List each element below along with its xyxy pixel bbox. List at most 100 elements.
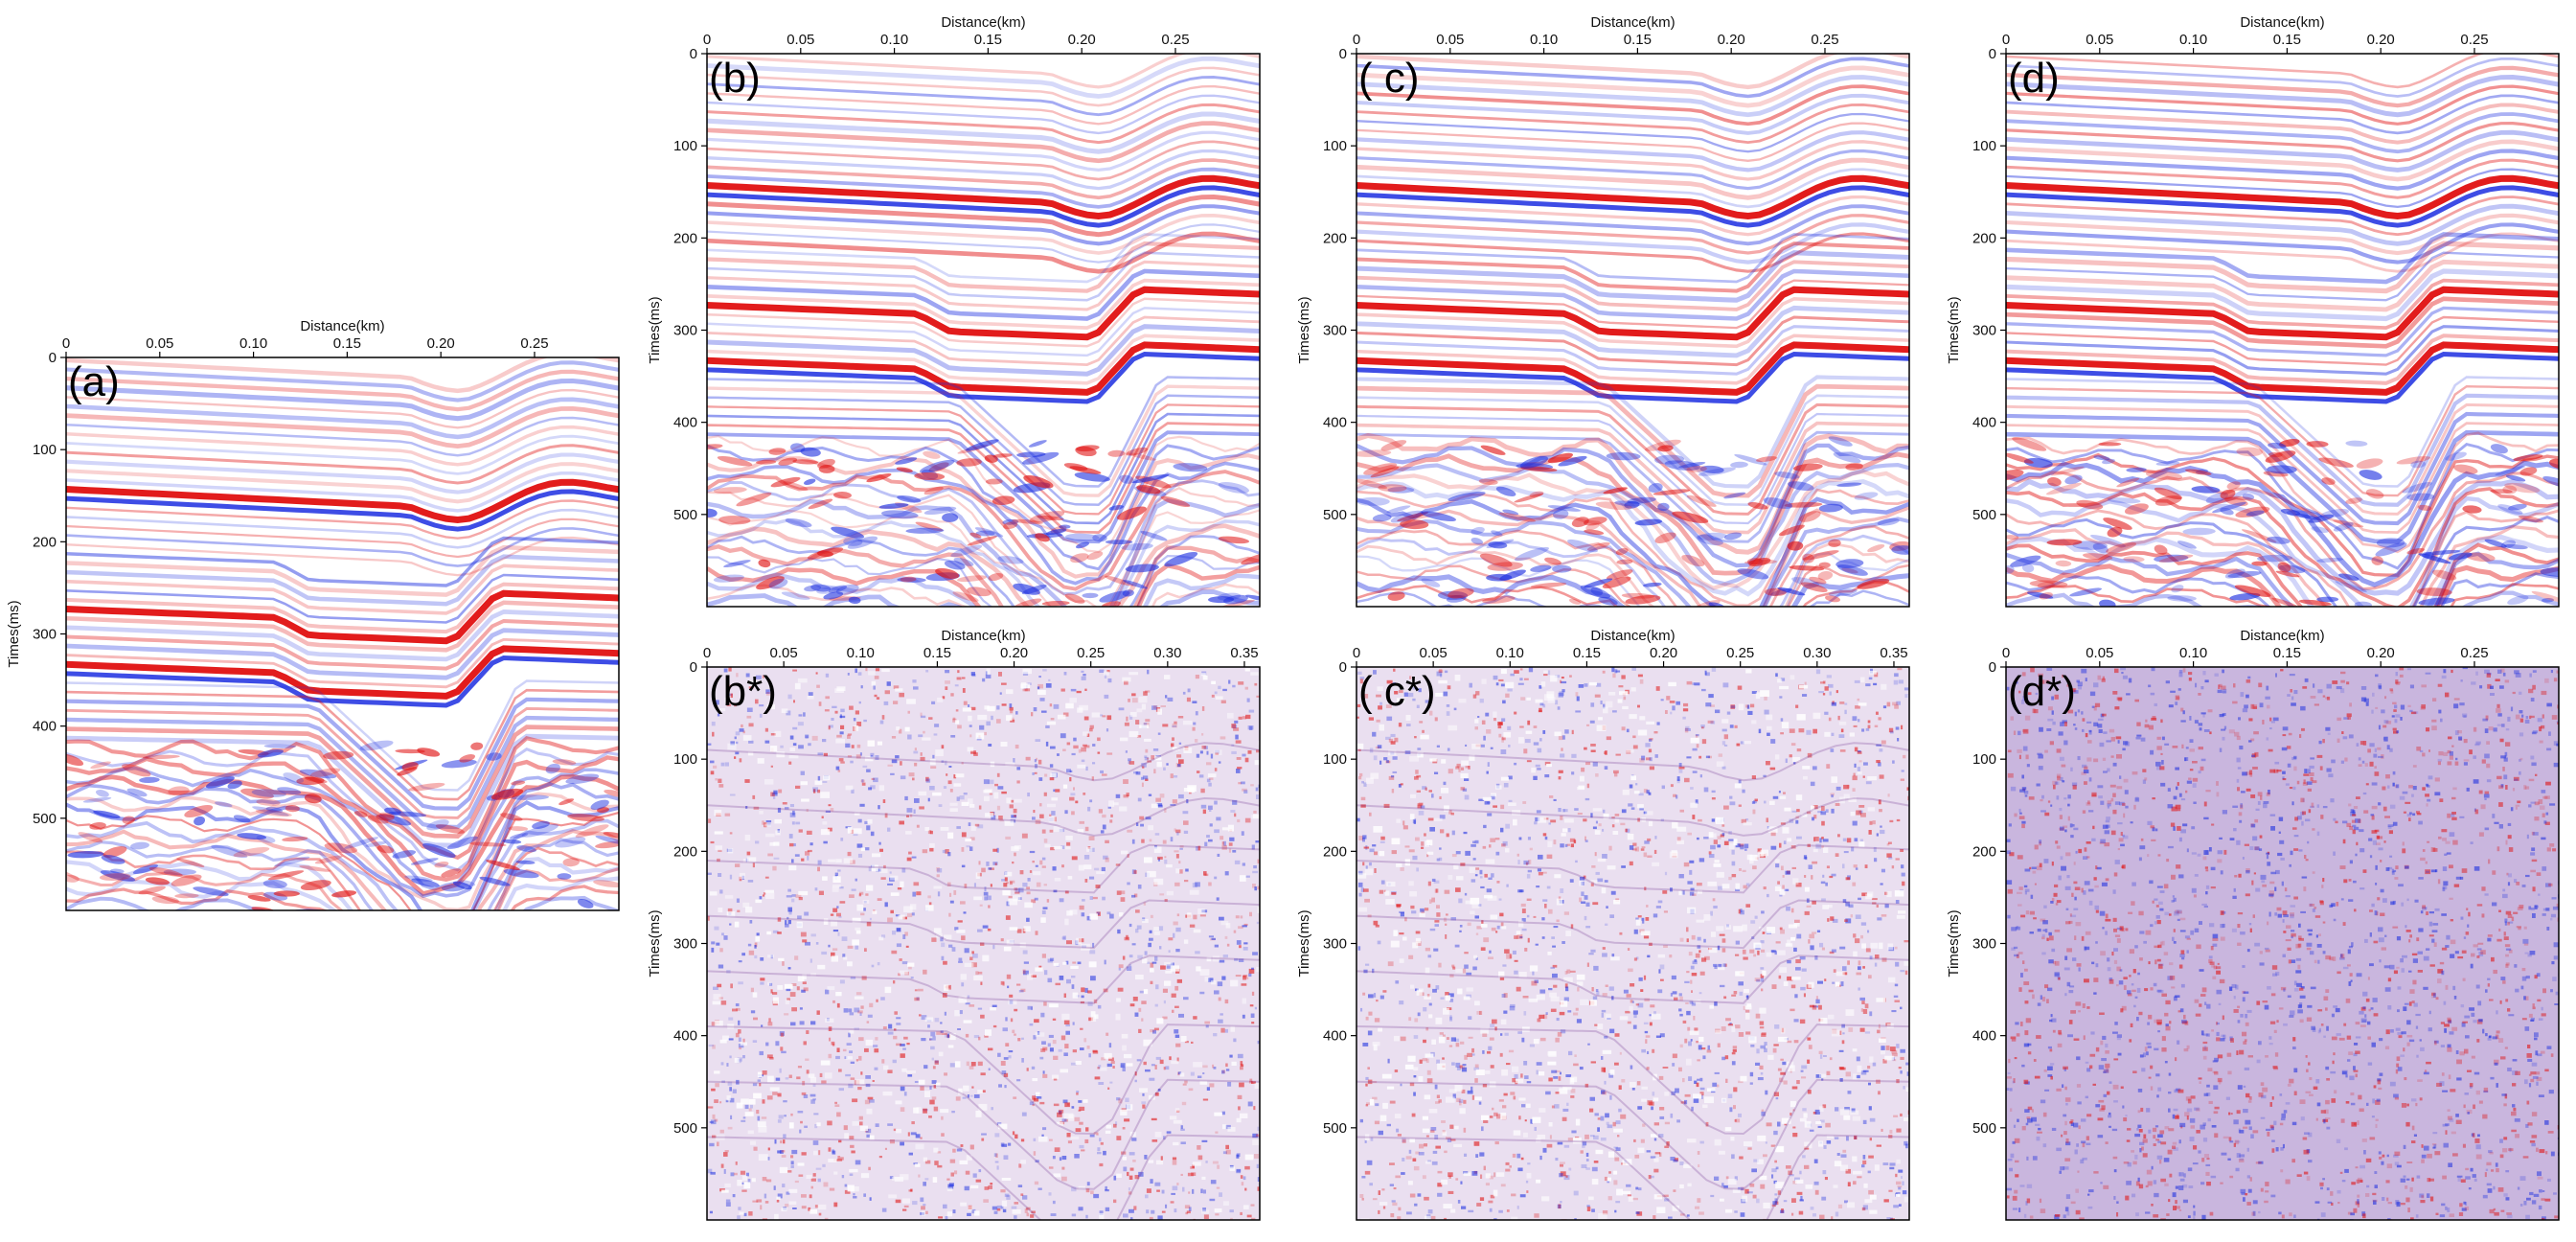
y-tick-label: 300 xyxy=(33,627,57,643)
y-tick-label: 0 xyxy=(1339,46,1347,62)
x-tick-label: 0.05 xyxy=(2086,645,2113,661)
y-tick-label: 100 xyxy=(673,751,697,768)
seismic-section-image xyxy=(707,54,1260,607)
y-tick-label: 400 xyxy=(673,1028,697,1045)
y-tick-label: 0 xyxy=(49,350,57,366)
y-tick-label: 100 xyxy=(1323,751,1347,768)
y-tick-label: 300 xyxy=(1972,936,1996,953)
x-axis-label: Distance(km) xyxy=(2240,14,2324,31)
x-tick-label: 0.15 xyxy=(2273,32,2301,48)
panel-a: 0 0.05 0.10 0.15 0.20 0.25 Distance(km) 0 100 200… xyxy=(6,318,620,911)
x-tick-label: 0.25 xyxy=(520,335,548,352)
x-tick-label: 0.20 xyxy=(1068,32,1096,48)
x-tick-label: 0.25 xyxy=(1811,32,1838,48)
x-tick-label: 0.15 xyxy=(1624,32,1652,48)
residual-noise-image xyxy=(2006,667,2559,1220)
x-tick-label: 0.25 xyxy=(2460,32,2488,48)
x-tick-label: 0 xyxy=(703,645,711,661)
panel-ds: 0 0.05 0.10 0.15 0.20 0.25 Distance(km) 0 100 200… xyxy=(1946,628,2560,1221)
y-tick-label: 500 xyxy=(1972,1120,1996,1137)
x-tick-label: 0.25 xyxy=(1726,645,1754,661)
y-tick-label: 400 xyxy=(1323,1028,1347,1045)
x-tick-label: 0.35 xyxy=(1230,645,1258,661)
x-tick-label: 0.30 xyxy=(1803,645,1831,661)
y-tick-label: 500 xyxy=(33,811,57,827)
x-tick-label: 0.15 xyxy=(974,32,1002,48)
panel-bs: 0 0.05 0.10 0.15 0.20 0.25 0.30 0.35 Distance(km… xyxy=(647,628,1261,1221)
y-axis-label: Times(ms) xyxy=(647,909,663,977)
y-tick-label: 100 xyxy=(1972,751,1996,768)
y-axis-label: Times(ms) xyxy=(1296,296,1312,363)
y-tick-label: 300 xyxy=(1323,936,1347,953)
panel-label: (a) xyxy=(68,358,120,405)
y-tick-label: 200 xyxy=(673,230,697,246)
x-tick-label: 0.15 xyxy=(1573,645,1601,661)
y-tick-label: 400 xyxy=(1972,1028,1996,1045)
x-tick-label: 0.15 xyxy=(2273,645,2301,661)
x-tick-label: 0 xyxy=(2002,32,2010,48)
x-tick-label: 0.20 xyxy=(427,335,455,352)
y-axis-label: Times(ms) xyxy=(1296,909,1312,977)
x-tick-label: 0.30 xyxy=(1153,645,1181,661)
y-tick-label: 500 xyxy=(1972,507,1996,523)
residual-noise-image xyxy=(1356,667,1909,1220)
y-axis-label: Times(ms) xyxy=(1946,296,1962,363)
panel-label: (d*) xyxy=(2008,668,2076,715)
x-tick-label: 0 xyxy=(1353,645,1360,661)
y-tick-label: 300 xyxy=(1323,323,1347,339)
panel-b: 0 0.05 0.10 0.15 0.20 0.25 Distance(km) 0 100 200… xyxy=(647,14,1261,608)
y-tick-label: 100 xyxy=(1972,138,1996,154)
x-axis-label: Distance(km) xyxy=(2240,628,2324,644)
panel-c: 0 0.05 0.10 0.15 0.20 0.25 Distance(km) 0 100 200… xyxy=(1296,14,1910,608)
y-tick-label: 200 xyxy=(33,534,57,550)
y-tick-label: 200 xyxy=(673,843,697,860)
y-tick-label: 100 xyxy=(1323,138,1347,154)
x-tick-label: 0.15 xyxy=(923,645,951,661)
y-tick-label: 400 xyxy=(1972,415,1996,431)
x-tick-label: 0.05 xyxy=(146,335,173,352)
x-tick-label: 0.05 xyxy=(786,32,814,48)
x-tick-label: 0.10 xyxy=(239,335,267,352)
y-tick-label: 200 xyxy=(1972,843,1996,860)
x-tick-label: 0.10 xyxy=(2179,645,2207,661)
x-tick-label: 0.10 xyxy=(1496,645,1524,661)
x-axis-label: Distance(km) xyxy=(941,14,1025,31)
panel-label: (b) xyxy=(709,55,761,102)
y-tick-label: 300 xyxy=(673,323,697,339)
x-tick-label: 0.05 xyxy=(2086,32,2113,48)
panel-d: 0 0.05 0.10 0.15 0.20 0.25 Distance(km) 0 100 200… xyxy=(1946,14,2560,608)
x-tick-label: 0.20 xyxy=(1000,645,1028,661)
y-tick-label: 300 xyxy=(673,936,697,953)
x-tick-label: 0.10 xyxy=(847,645,875,661)
x-tick-label: 0.20 xyxy=(1650,645,1677,661)
seismic-section-image xyxy=(1356,54,1909,607)
seismic-section-image xyxy=(66,357,619,910)
y-tick-label: 100 xyxy=(33,442,57,458)
x-tick-label: 0.05 xyxy=(1436,32,1464,48)
y-tick-label: 100 xyxy=(673,138,697,154)
y-tick-label: 400 xyxy=(673,415,697,431)
residual-noise-image xyxy=(707,667,1260,1220)
x-tick-label: 0.25 xyxy=(2460,645,2488,661)
y-tick-label: 0 xyxy=(1989,46,1996,62)
y-tick-label: 500 xyxy=(673,507,697,523)
y-tick-label: 400 xyxy=(1323,415,1347,431)
x-tick-label: 0.10 xyxy=(2179,32,2207,48)
x-tick-label: 0.25 xyxy=(1161,32,1189,48)
x-tick-label: 0 xyxy=(1353,32,1360,48)
y-tick-label: 200 xyxy=(1972,230,1996,246)
y-tick-label: 200 xyxy=(1323,230,1347,246)
x-tick-label: 0 xyxy=(703,32,711,48)
panel-label: ( c) xyxy=(1358,55,1420,102)
x-tick-label: 0.10 xyxy=(880,32,908,48)
seismic-section-image xyxy=(2006,54,2559,607)
y-axis-label: Times(ms) xyxy=(647,296,663,363)
y-tick-label: 200 xyxy=(1323,843,1347,860)
y-tick-label: 0 xyxy=(1339,659,1347,676)
x-tick-label: 0.10 xyxy=(1530,32,1558,48)
y-axis-label: Times(ms) xyxy=(1946,909,1962,977)
panel-label: (d) xyxy=(2008,55,2060,102)
panel-label: (b*) xyxy=(709,668,777,715)
x-tick-label: 0 xyxy=(62,335,70,352)
